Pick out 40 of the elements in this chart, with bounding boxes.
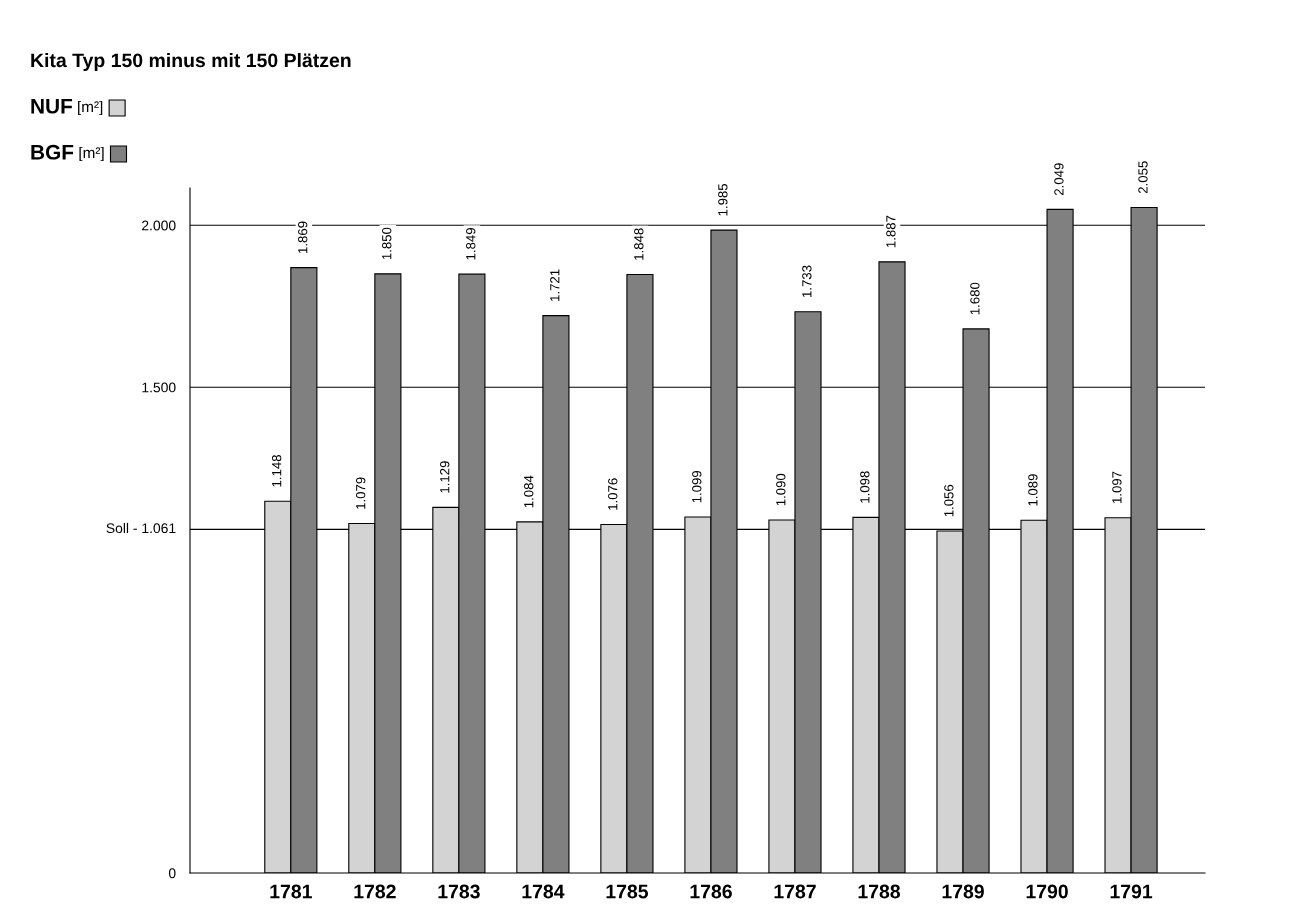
legend-label: NUF [m²] bbox=[31, 99, 103, 116]
data-label: 1.099 bbox=[692, 470, 702, 503]
data-label: 1.097 bbox=[1112, 471, 1122, 503]
data-label: 1.090 bbox=[776, 473, 786, 506]
y-tick-label: 1.500 bbox=[142, 382, 176, 393]
x-tick-label: 1786 bbox=[690, 884, 732, 899]
y-tick-label: 0 bbox=[168, 868, 176, 879]
x-tick-label: 1789 bbox=[942, 884, 984, 899]
data-label: 1.056 bbox=[944, 484, 954, 517]
ref-line-label: Soll - 1.061 bbox=[106, 522, 176, 534]
x-tick-label: 1790 bbox=[1026, 884, 1068, 899]
data-label: 1.680 bbox=[970, 282, 980, 315]
data-label: 1.869 bbox=[298, 221, 308, 253]
chart-title: Kita Typ 150 minus mit 150 Plätzen bbox=[31, 52, 351, 72]
data-label: 1.733 bbox=[802, 265, 812, 298]
data-label: 1.850 bbox=[382, 227, 392, 260]
data-label: 1.129 bbox=[440, 461, 450, 493]
data-label: 1.084 bbox=[524, 475, 534, 508]
data-label: 1.848 bbox=[634, 228, 644, 260]
x-tick-label: 1785 bbox=[606, 884, 649, 899]
data-label: 1.148 bbox=[272, 455, 282, 487]
data-label: 1.076 bbox=[608, 478, 618, 510]
y-tick-label: 2.000 bbox=[142, 220, 176, 231]
data-label: 1.098 bbox=[860, 471, 870, 503]
data-label: 1.089 bbox=[1028, 474, 1038, 506]
data-label: 1.985 bbox=[718, 183, 728, 216]
x-tick-label: 1783 bbox=[438, 884, 480, 899]
data-label: 1.887 bbox=[886, 215, 896, 248]
data-label: 2.049 bbox=[1054, 163, 1064, 196]
x-tick-label: 1791 bbox=[1110, 884, 1153, 899]
data-label: 1.721 bbox=[550, 269, 560, 301]
x-tick-label: 1782 bbox=[354, 884, 396, 899]
data-label: 1.849 bbox=[466, 228, 476, 260]
x-tick-label: 1784 bbox=[522, 884, 565, 899]
data-label: 2.055 bbox=[1138, 161, 1148, 194]
data-label: 1.079 bbox=[356, 477, 366, 509]
x-tick-label: 1788 bbox=[858, 884, 901, 899]
x-tick-label: 1781 bbox=[270, 884, 312, 899]
x-tick-label: 1787 bbox=[774, 884, 816, 899]
legend-label: BGF [m²] bbox=[31, 144, 104, 162]
